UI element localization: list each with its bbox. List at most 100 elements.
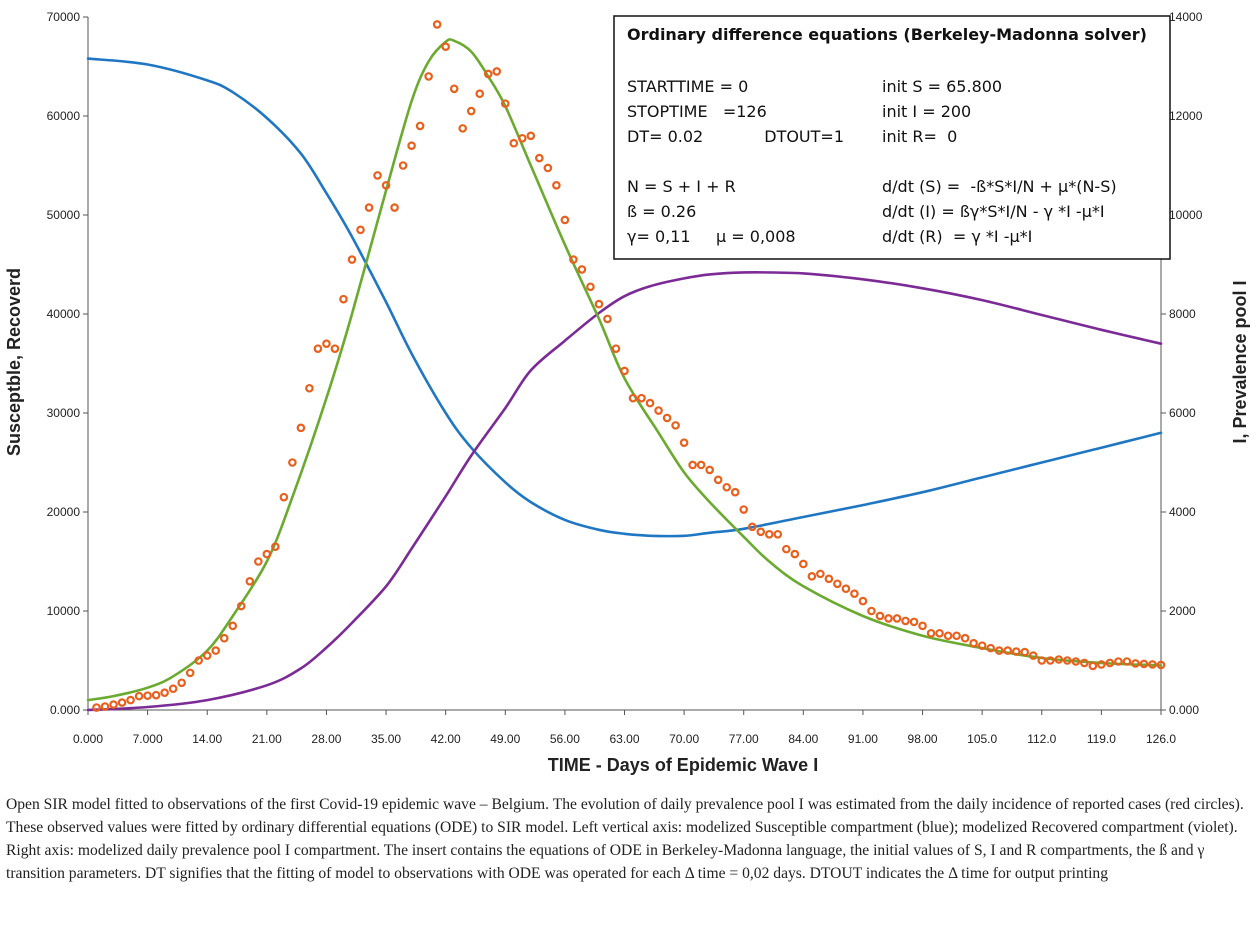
observed-point	[603, 314, 612, 324]
observed-point	[254, 557, 263, 566]
observed-point	[151, 690, 161, 700]
x-tick-label: 21.00	[252, 732, 282, 746]
observed-point	[960, 633, 970, 643]
y-right-tick-label: 4000	[1169, 505, 1196, 519]
insert-right-line: d/dt (S) = -ß*S*I/N + μ*(N-S)	[882, 177, 1117, 196]
observed-point	[500, 99, 510, 108]
insert-right-line: d/dt (R) = γ *I -μ*I	[882, 227, 1032, 246]
sir-chart: 0.000 7.000 14.00 21.00 28.00 35.00 42.00 49.00…	[4, 10, 1250, 775]
observed-point	[245, 576, 255, 586]
observed-point	[969, 638, 978, 648]
observed-point	[194, 656, 204, 665]
observed-point	[483, 69, 493, 79]
observed-point	[1122, 657, 1132, 666]
observed-point	[1088, 661, 1098, 671]
insert-right-line: init S = 65.800	[882, 77, 1002, 96]
observed-point	[168, 684, 178, 694]
observed-point	[977, 641, 987, 650]
x-tick-label: 126.0	[1146, 732, 1176, 746]
observed-point	[236, 601, 246, 611]
recovered-line	[86, 271, 1163, 712]
observed-point	[526, 131, 536, 141]
observed-point	[1080, 658, 1089, 668]
observed-point	[1097, 660, 1106, 669]
observed-point	[654, 406, 663, 415]
y-right-tick-label: 2000	[1169, 604, 1196, 618]
observed-point	[492, 67, 502, 76]
y-right-tick-label: 12000	[1169, 109, 1203, 123]
observed-point	[620, 366, 629, 376]
observed-point	[211, 646, 221, 655]
observed-point	[466, 106, 476, 116]
x-tick-label: 28.00	[311, 732, 341, 746]
x-tick-label: 63.00	[609, 732, 639, 746]
observed-point	[407, 141, 416, 151]
insert-right-line: d/dt (I) = ßγ*S*I/N - γ *I -μ*I	[882, 202, 1105, 221]
x-tick-label: 49.00	[490, 732, 520, 746]
observed-point	[160, 688, 169, 697]
x-tick-label: 0.000	[73, 732, 103, 746]
observed-point	[117, 698, 127, 707]
x-tick-label: 7.000	[133, 732, 163, 746]
insert-title: Ordinary difference equations (Berkeley-…	[627, 25, 1147, 44]
observed-point	[739, 505, 749, 514]
observed-point	[177, 678, 186, 688]
observed-point	[1028, 651, 1038, 660]
observed-point	[1114, 657, 1123, 666]
observed-point	[92, 703, 101, 712]
observed-point	[279, 492, 289, 502]
insert-right-column: init S = 65.800 init I = 200 init R= 0 d/dt…	[882, 77, 1117, 246]
observed-point	[850, 589, 859, 598]
observed-point	[185, 668, 195, 678]
observed-point	[330, 344, 340, 353]
observed-point	[943, 631, 953, 641]
observed-point	[926, 628, 936, 638]
prevalence-line	[86, 38, 1163, 702]
observed-point	[1148, 660, 1157, 669]
y-left-tick-label: 0.000	[50, 703, 80, 717]
x-tick-label: 84.00	[788, 732, 818, 746]
observed-point	[909, 617, 919, 627]
observed-point	[126, 695, 135, 705]
y-left-tick-label: 30000	[47, 406, 81, 420]
observed-point	[398, 161, 408, 170]
x-tick-label: 35.00	[371, 732, 401, 746]
observed-point	[679, 438, 689, 448]
observed-point	[730, 487, 740, 497]
observed-point	[611, 344, 621, 353]
observed-point	[773, 529, 783, 539]
observed-point	[1131, 659, 1140, 668]
observed-point	[202, 651, 212, 660]
observed-point	[799, 559, 808, 569]
observed-point	[228, 621, 238, 631]
x-tick-label: 77.00	[729, 732, 759, 746]
axis-ticks: 0.000 7.000 14.00 21.00 28.00 35.00 42.00 49.00…	[47, 10, 1203, 746]
x-axis-title: TIME - Days of Epidemic Wave I	[548, 755, 818, 775]
observed-point	[1063, 656, 1072, 665]
observed-point	[219, 633, 229, 643]
observed-point	[560, 215, 570, 225]
observed-point	[1139, 659, 1149, 669]
observed-point	[764, 529, 774, 539]
insert-right-line: init I = 200	[882, 102, 971, 121]
observed-point	[867, 606, 876, 616]
x-tick-label: 112.0	[1027, 732, 1056, 746]
observed-point	[339, 294, 348, 304]
y-left-tick-label: 20000	[47, 505, 81, 519]
observed-point	[637, 393, 646, 403]
y-axis-right-title: I, Prevalence pool I	[1230, 280, 1250, 443]
x-tick-label: 70.00	[669, 732, 699, 746]
observed-point	[1020, 647, 1030, 657]
observed-point	[296, 423, 306, 433]
observed-point	[475, 89, 485, 99]
observed-point	[1105, 658, 1115, 668]
observed-point	[1054, 655, 1064, 664]
x-tick-label: 105.0	[967, 732, 997, 746]
susceptible-line	[86, 57, 1163, 538]
observed-point	[1071, 657, 1081, 666]
observed-point	[688, 460, 697, 470]
observed-point	[662, 413, 672, 423]
observed-point	[305, 383, 314, 393]
observed-point	[347, 255, 357, 264]
observed-point	[458, 124, 467, 133]
